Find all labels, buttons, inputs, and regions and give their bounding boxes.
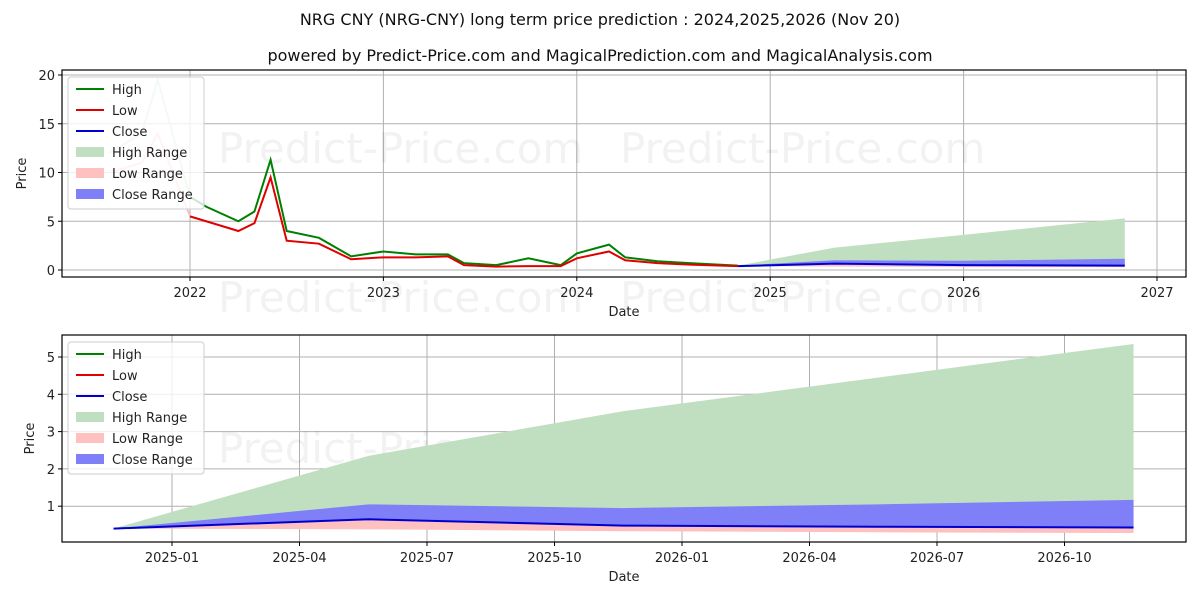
svg-text:Close Range: Close Range xyxy=(112,453,193,468)
svg-text:Close: Close xyxy=(112,125,147,140)
y-tick-label: 5 xyxy=(47,215,55,230)
svg-text:High Range: High Range xyxy=(112,146,187,161)
axes-frame xyxy=(61,69,1187,278)
watermark: Predict-Price.com xyxy=(218,273,583,322)
y-tick-label: 5 xyxy=(47,351,55,366)
y-tick-label: 10 xyxy=(38,167,55,182)
close-line xyxy=(113,518,1134,530)
y-tick-label: 15 xyxy=(38,118,55,133)
watermark: Predict-Price.com xyxy=(218,124,583,173)
y-axis-label: Price xyxy=(23,423,38,455)
y-axis-label: Price xyxy=(15,158,30,190)
x-axis-label: Date xyxy=(608,570,639,585)
high-line xyxy=(189,155,739,267)
close-line xyxy=(737,262,1125,268)
low-line xyxy=(189,173,738,268)
svg-text:High Range: High Range xyxy=(112,411,187,426)
legend-item-high: High xyxy=(76,83,142,98)
x-tick-label: 2026 xyxy=(947,286,980,301)
watermark: Predict-Price.com xyxy=(620,273,985,322)
x-tick-label: 2024 xyxy=(560,286,593,301)
x-tick-label: 2022 xyxy=(173,286,206,301)
axes-frame xyxy=(61,334,1187,543)
x-axis-label: Date xyxy=(608,305,639,320)
chart-subtitle: powered by Predict-Price.com and Magical… xyxy=(267,46,933,65)
legend-item-low: Low xyxy=(76,104,138,119)
legend-item-low-range: Low Range xyxy=(76,432,183,447)
svg-text:Low: Low xyxy=(112,369,138,384)
svg-text:Low: Low xyxy=(112,104,138,119)
svg-text:Close: Close xyxy=(112,390,147,405)
x-tick-label: 2026-01 xyxy=(655,551,709,566)
close-range-area xyxy=(113,499,1134,529)
x-tick-label: 2027 xyxy=(1140,286,1173,301)
legend-item-close-range: Close Range xyxy=(76,453,193,468)
x-tick-label: 2025 xyxy=(754,286,787,301)
legend-item-high-range: High Range xyxy=(76,146,187,161)
close-range-area xyxy=(737,258,1125,267)
bottom-chart: Predict-Price.comPredict-Price.com123452… xyxy=(23,334,1187,585)
x-tick-label: 2025-07 xyxy=(400,551,454,566)
legend-item-high-range: High Range xyxy=(76,411,187,426)
x-tick-label: 2023 xyxy=(367,286,400,301)
svg-text:High: High xyxy=(112,348,142,363)
legend-item-close: Close xyxy=(76,390,147,405)
svg-text:Close Range: Close Range xyxy=(112,188,193,203)
legend-item-low-range: Low Range xyxy=(76,167,183,182)
svg-text:High: High xyxy=(112,83,142,98)
y-tick-label: 1 xyxy=(47,500,55,515)
svg-text:Low Range: Low Range xyxy=(112,167,183,182)
y-tick-label: 20 xyxy=(38,69,55,84)
watermark: Predict-Price.com xyxy=(620,124,985,173)
legend-item-close: Close xyxy=(76,125,147,140)
x-tick-label: 2025-10 xyxy=(527,551,581,566)
high-range-area xyxy=(737,218,1125,267)
x-tick-label: 2025-04 xyxy=(272,551,326,566)
svg-text:Low Range: Low Range xyxy=(112,432,183,447)
x-tick-label: 2026-07 xyxy=(910,551,964,566)
y-tick-label: 2 xyxy=(47,463,55,478)
legend-item-low: Low xyxy=(76,369,138,384)
legend-item-high: High xyxy=(76,348,142,363)
chart-title: NRG CNY (NRG-CNY) long term price predic… xyxy=(299,10,901,29)
high-range-area xyxy=(113,343,1134,529)
x-tick-label: 2026-10 xyxy=(1037,551,1091,566)
legend-item-close-range: Close Range xyxy=(76,188,193,203)
y-tick-label: 0 xyxy=(47,264,55,279)
x-tick-label: 2025-01 xyxy=(145,551,199,566)
top-chart: Predict-Price.com Predict-Price.com Predic… xyxy=(15,69,1187,322)
y-tick-label: 3 xyxy=(47,426,55,441)
x-tick-label: 2026-04 xyxy=(782,551,836,566)
y-tick-label: 4 xyxy=(47,388,55,403)
